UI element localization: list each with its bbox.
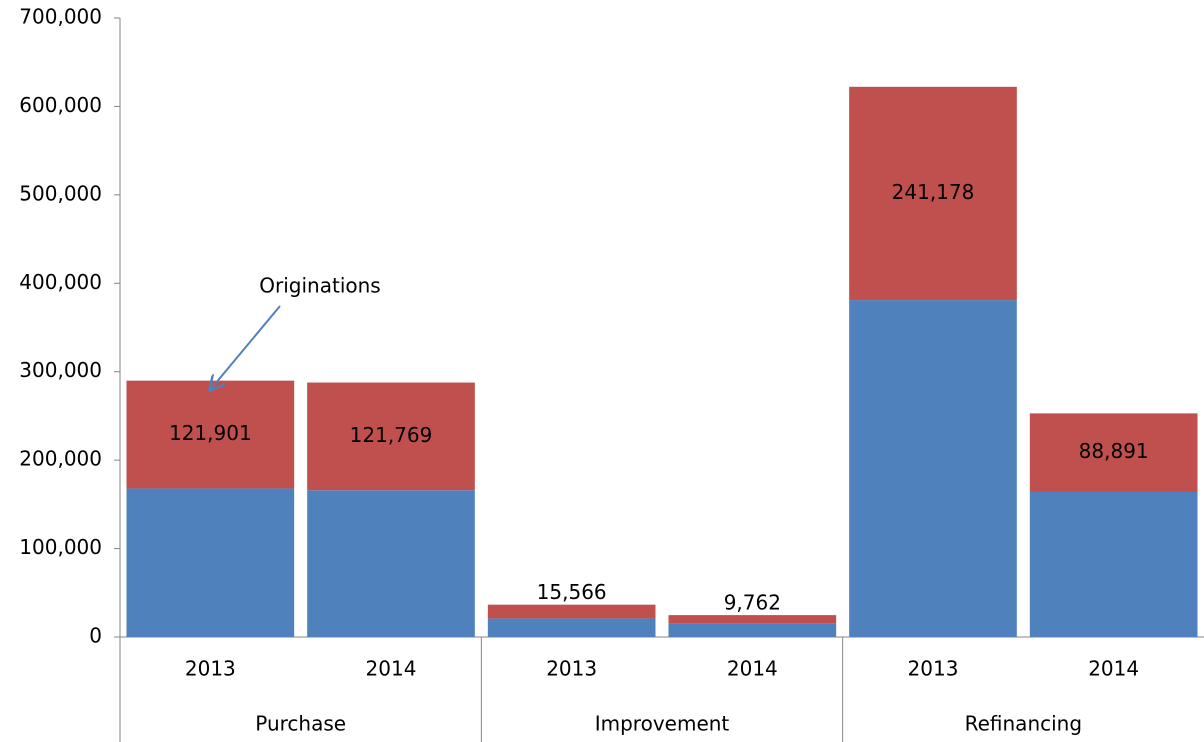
bar-segment: [307, 382, 475, 491]
bar-segment: [1029, 413, 1198, 492]
y-tick-label: 0: [89, 624, 102, 648]
value-label: 9,762: [724, 591, 781, 615]
value-label: 88,891: [1079, 439, 1149, 463]
y-tick-label: 500,000: [19, 181, 102, 205]
x-tick-label: 2014: [366, 657, 417, 681]
bar-segment: [849, 86, 1017, 301]
value-label: 15,566: [537, 580, 607, 604]
value-label: 121,769: [350, 423, 433, 447]
x-tick-label: 2013: [908, 657, 959, 681]
x-tick-label: 2013: [546, 657, 597, 681]
bar-segment: [307, 490, 475, 637]
bar-segment: [126, 380, 295, 489]
value-label: 121,901: [169, 421, 252, 445]
y-tick-label: 300,000: [19, 358, 102, 382]
bar-segment: [1029, 491, 1198, 637]
group-label: Purchase: [255, 712, 346, 736]
bar-segment: [668, 615, 837, 624]
x-tick-label: 2014: [727, 657, 778, 681]
y-tick-label: 700,000: [19, 5, 102, 29]
x-tick-label: 2013: [185, 657, 236, 681]
bar-segment: [849, 300, 1017, 637]
group-label: Improvement: [595, 712, 730, 736]
bar-segment: [487, 618, 656, 637]
y-tick-label: 600,000: [19, 93, 102, 117]
y-tick-label: 100,000: [19, 535, 102, 559]
group-label: Refinancing: [965, 712, 1082, 736]
x-tick-label: 2014: [1088, 657, 1139, 681]
bar-segment: [668, 623, 837, 637]
bar-segment: [126, 488, 295, 637]
annotation: Originations: [259, 274, 380, 298]
value-label: 241,178: [892, 180, 975, 204]
annotation-arrow: [210, 305, 281, 390]
bar-segment: [487, 604, 656, 619]
y-tick-label: 200,000: [19, 447, 102, 471]
y-tick-label: 400,000: [19, 270, 102, 294]
